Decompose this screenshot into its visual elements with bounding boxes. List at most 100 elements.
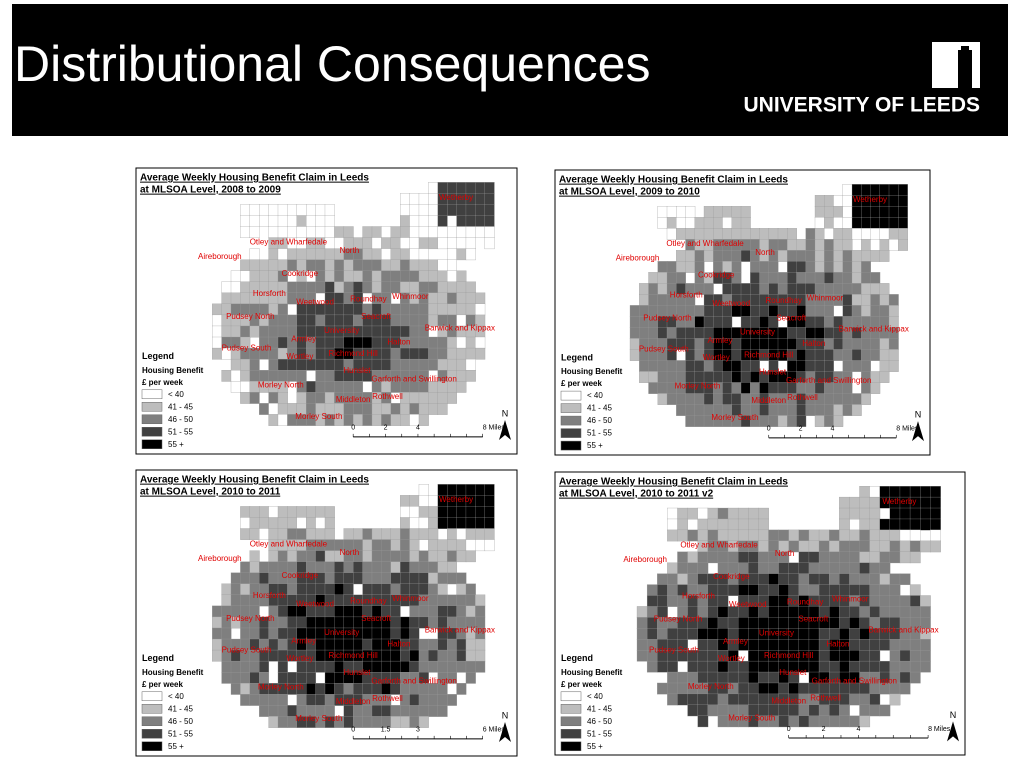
map-area: [814, 305, 825, 317]
north-arrow: [912, 421, 924, 442]
map-area: [446, 550, 457, 563]
map-area: [759, 382, 770, 394]
map-area: [814, 228, 825, 240]
map-area: [851, 261, 862, 273]
map-area: [920, 485, 931, 498]
map-area: [418, 414, 429, 426]
map-area: [240, 204, 251, 216]
map-area: [400, 660, 411, 673]
map-area: [249, 550, 260, 563]
legend-swatch: [141, 427, 163, 437]
map-area: [879, 639, 891, 651]
map-area: [833, 217, 844, 229]
map-area: [324, 561, 335, 574]
place-label: Pudsey North: [226, 312, 274, 321]
map-area: [306, 248, 317, 261]
map-area: [687, 562, 699, 575]
place-label: North: [775, 549, 795, 558]
map-area: [240, 594, 251, 607]
map-area: [888, 305, 899, 317]
map-area: [212, 314, 223, 327]
map-area: [833, 349, 844, 361]
map-area: [306, 694, 317, 706]
map-area: [409, 237, 420, 250]
map-title: Average Weekly Housing Benefit Claim in …: [140, 475, 369, 486]
map-area: [740, 217, 751, 229]
map-area: [870, 283, 881, 295]
map-area: [249, 561, 260, 574]
map-area: [475, 193, 486, 205]
map-area: [390, 325, 401, 338]
map-area: [456, 572, 467, 585]
map-area: [859, 551, 871, 564]
map-area: [343, 303, 354, 316]
map-area: [324, 671, 335, 684]
map-area: [259, 627, 270, 640]
map-area: [842, 261, 853, 273]
map-area: [277, 336, 288, 349]
map-area: [648, 283, 659, 295]
map-area: [306, 392, 317, 404]
map-area: [456, 226, 467, 239]
map-area: [667, 660, 678, 673]
map-area: [428, 193, 439, 205]
map-area: [768, 283, 779, 295]
place-label: Cookridge: [698, 271, 735, 280]
map-area: [475, 336, 486, 349]
map-area: [778, 584, 790, 596]
map-area: [839, 507, 850, 520]
map-area: [381, 347, 392, 360]
map-area: [737, 693, 749, 706]
map-area: [212, 347, 223, 360]
map-area: [879, 305, 890, 317]
map-area: [778, 639, 790, 651]
place-label: Cookridge: [282, 269, 319, 278]
map-area: [796, 327, 807, 339]
legend-swatch: [141, 716, 163, 727]
map-area: [446, 292, 457, 305]
map-area: [778, 562, 790, 575]
map-area: [646, 628, 658, 640]
map-area: [842, 393, 853, 405]
map-area: [277, 414, 288, 426]
map-area: [920, 650, 931, 662]
map-area: [465, 281, 476, 294]
map-area: [446, 347, 457, 360]
map-area: [687, 693, 699, 706]
map-area: [400, 303, 411, 316]
map-area: [758, 671, 769, 684]
map-area: [636, 628, 648, 640]
map-area: [833, 338, 844, 350]
map-area: [446, 182, 457, 194]
map-area: [697, 693, 709, 706]
map-area: [400, 414, 411, 426]
map-area: [240, 572, 251, 585]
map-area: [768, 382, 779, 394]
map-area: [259, 572, 270, 585]
map-area: [428, 605, 439, 618]
place-label: Otley and Wharfedale: [666, 239, 744, 248]
map-area: [657, 261, 668, 273]
map-area: [212, 616, 223, 629]
map-area: [437, 605, 448, 618]
map-area: [909, 660, 921, 673]
place-label: Horsforth: [682, 592, 715, 601]
map-area: [889, 650, 901, 662]
map-area: [796, 272, 807, 284]
place-label: Morley South: [295, 714, 342, 723]
map-area: [750, 382, 760, 394]
map-area: [849, 650, 860, 662]
map-area: [694, 338, 705, 350]
map-area: [324, 215, 335, 227]
north-label: N: [950, 710, 957, 720]
map-area: [687, 704, 699, 717]
map-area: [428, 215, 439, 227]
map-area: [484, 517, 495, 529]
map-area: [707, 693, 719, 706]
map-area: [909, 518, 921, 531]
map-area: [787, 250, 797, 262]
map-area: [818, 562, 830, 575]
map-area: [646, 660, 658, 673]
map-area: [428, 539, 439, 552]
map-area: [833, 228, 844, 240]
